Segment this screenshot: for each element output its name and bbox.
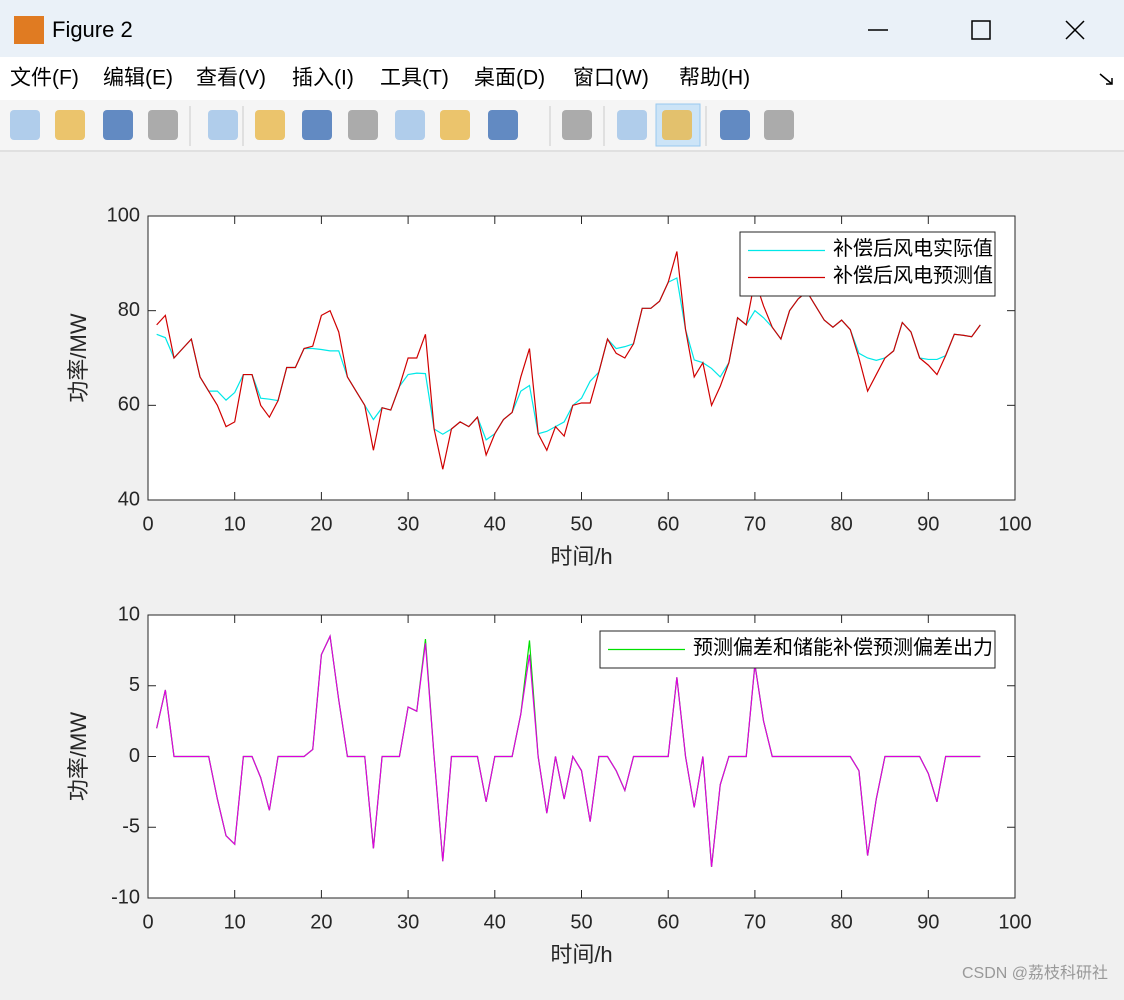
close-button[interactable]	[1065, 20, 1085, 40]
legend-label: 补偿后风电实际值	[833, 237, 993, 260]
y-axis-label: 功率/MW	[66, 712, 91, 801]
menu-bar	[0, 57, 1124, 100]
x-tick-label: 10	[224, 911, 246, 933]
x-tick-label: 70	[744, 513, 766, 535]
tool-button[interactable]	[148, 110, 178, 140]
legend: 预测偏差和储能补偿预测偏差出力	[599, 630, 996, 669]
x-tick-label: 70	[744, 911, 766, 933]
menu-item[interactable]: 查看(V)	[196, 67, 266, 90]
tool-button[interactable]	[103, 110, 133, 140]
x-tick-label: 100	[998, 513, 1031, 535]
tool-button[interactable]	[395, 110, 425, 140]
x-tick-label: 0	[142, 513, 153, 535]
x-tick-label: 90	[917, 911, 939, 933]
menu-item[interactable]: 插入(I)	[292, 67, 354, 90]
x-tick-label: 30	[397, 513, 419, 535]
y-axis-label: 功率/MW	[66, 313, 91, 402]
x-tick-label: 20	[310, 911, 332, 933]
y-tick-label: -5	[122, 816, 140, 838]
menu-item[interactable]: 桌面(D)	[474, 67, 545, 90]
maximize-button[interactable]	[971, 20, 991, 40]
x-axis-label: 时间/h	[550, 942, 612, 967]
window-title: Figure 2	[52, 17, 133, 42]
menu-item[interactable]: 窗口(W)	[573, 67, 649, 90]
tool-button[interactable]	[208, 110, 238, 140]
dock-arrow[interactable]	[1099, 73, 1113, 85]
y-tick-label: 5	[129, 674, 140, 696]
legend-box	[739, 231, 996, 297]
tool-button[interactable]	[440, 110, 470, 140]
watermark: CSDN @荔枝科研社	[962, 964, 1108, 982]
x-tick-label: 10	[224, 513, 246, 535]
x-tick-label: 40	[484, 911, 506, 933]
tool-button[interactable]	[662, 110, 692, 140]
x-tick-label: 60	[657, 513, 679, 535]
x-tick-label: 50	[570, 911, 592, 933]
x-tick-label: 80	[830, 911, 852, 933]
menu-item[interactable]: 编辑(E)	[103, 67, 173, 90]
y-tick-label: -10	[111, 886, 140, 908]
tool-button[interactable]	[10, 110, 40, 140]
x-tick-label: 40	[484, 513, 506, 535]
x-tick-label: 0	[142, 911, 153, 933]
data-line	[156, 251, 981, 470]
tool-button[interactable]	[302, 110, 332, 140]
tool-button[interactable]	[255, 110, 285, 140]
tool-button[interactable]	[488, 110, 518, 140]
tool-button[interactable]	[55, 110, 85, 140]
tool-button[interactable]	[617, 110, 647, 140]
y-tick-label: 40	[118, 488, 140, 510]
x-tick-label: 50	[570, 513, 592, 535]
menu-item[interactable]: 工具(T)	[380, 67, 449, 90]
y-tick-label: 80	[118, 299, 140, 321]
tool-button[interactable]	[720, 110, 750, 140]
title-bar	[0, 0, 1124, 57]
x-tick-label: 100	[998, 911, 1031, 933]
tool-button[interactable]	[348, 110, 378, 140]
x-tick-label: 90	[917, 513, 939, 535]
x-tick-label: 30	[397, 911, 419, 933]
y-tick-label: 60	[118, 394, 140, 416]
tool-button[interactable]	[562, 110, 592, 140]
y-tick-label: 0	[129, 745, 140, 767]
legend-label: 预测偏差和储能补偿预测偏差出力	[693, 636, 993, 659]
y-tick-label: 100	[107, 204, 140, 226]
x-tick-label: 20	[310, 513, 332, 535]
y-tick-label: 10	[118, 603, 140, 625]
legend-label: 补偿后风电预测值	[833, 264, 993, 287]
x-axis-label: 时间/h	[550, 544, 612, 569]
tool-button[interactable]	[764, 110, 794, 140]
x-tick-label: 60	[657, 911, 679, 933]
x-tick-label: 80	[830, 513, 852, 535]
menu-item[interactable]: 文件(F)	[10, 67, 79, 90]
app-icon	[14, 16, 44, 44]
menu-item[interactable]: 帮助(H)	[679, 67, 750, 90]
data-line	[156, 634, 981, 867]
